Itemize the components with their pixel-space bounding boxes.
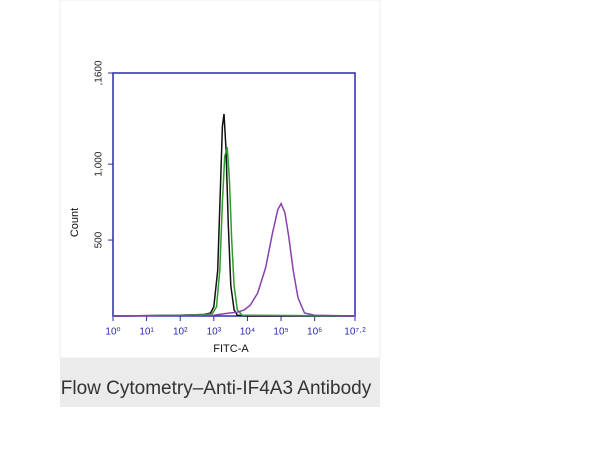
x-tick-label: 10⁷·² (344, 327, 366, 338)
y-axis-label: Count (69, 208, 81, 237)
x-tick-label: 10² (173, 327, 188, 338)
x-tick-label: 10⁴ (240, 327, 255, 338)
histogram-line (112, 201, 356, 317)
y-tick-label: 500 (94, 231, 105, 248)
caption: Flow Cytometry–Anti-IF4A3 Antibody (61, 378, 372, 399)
x-tick-label: 10⁵ (273, 327, 288, 338)
x-tick-label: 10⁶ (307, 327, 322, 338)
caption-band (60, 358, 380, 407)
x-axis-label: FITC-A (213, 343, 249, 355)
y-tick-label: ,1600 (94, 60, 105, 85)
y-tick-label: 1,000 (94, 151, 105, 176)
plot-frame (112, 72, 356, 317)
x-tick-label: 10³ (207, 327, 222, 338)
x-tick-label: 10⁰ (105, 327, 120, 338)
x-tick-label: 10¹ (139, 327, 154, 338)
histogram-line (112, 147, 356, 317)
